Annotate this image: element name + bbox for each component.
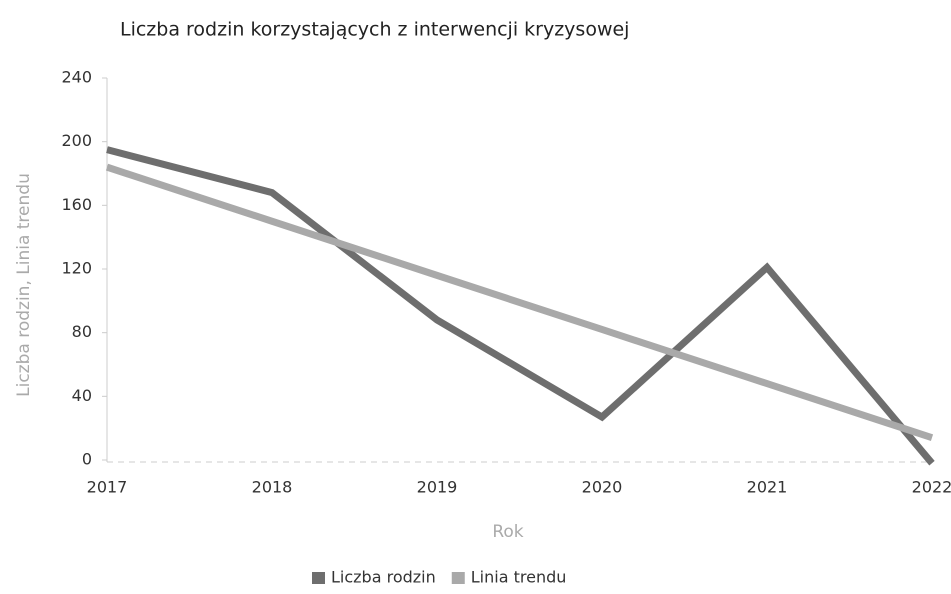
series-line	[105, 163, 934, 442]
y-tick-label: 200	[61, 131, 92, 150]
y-tick-label: 80	[72, 322, 92, 341]
y-tick-label: 0	[82, 450, 92, 469]
legend-label: Linia trendu	[471, 568, 567, 587]
x-tick-label: 2017	[87, 478, 128, 497]
y-tick-label: 240	[61, 68, 92, 87]
legend-label: Liczba rodzin	[331, 568, 436, 587]
chart-title: Liczba rodzin korzystających z interwenc…	[120, 19, 629, 41]
x-tick-label: 2022	[912, 478, 951, 497]
legend-swatch	[312, 572, 325, 584]
x-tick-label: 2020	[582, 478, 623, 497]
y-axis-title: Liczba rodzin, Linia trendu	[14, 173, 34, 397]
y-tick-label: 120	[61, 259, 92, 278]
x-tick-label: 2021	[747, 478, 788, 497]
x-tick-label: 2018	[252, 478, 293, 497]
x-axis-title: Rok	[492, 522, 523, 542]
legend-swatch	[451, 572, 465, 584]
x-tick-label: 2019	[417, 478, 458, 497]
series-line	[106, 146, 935, 466]
y-tick-label: 40	[72, 386, 92, 405]
y-tick-label: 160	[61, 195, 92, 214]
